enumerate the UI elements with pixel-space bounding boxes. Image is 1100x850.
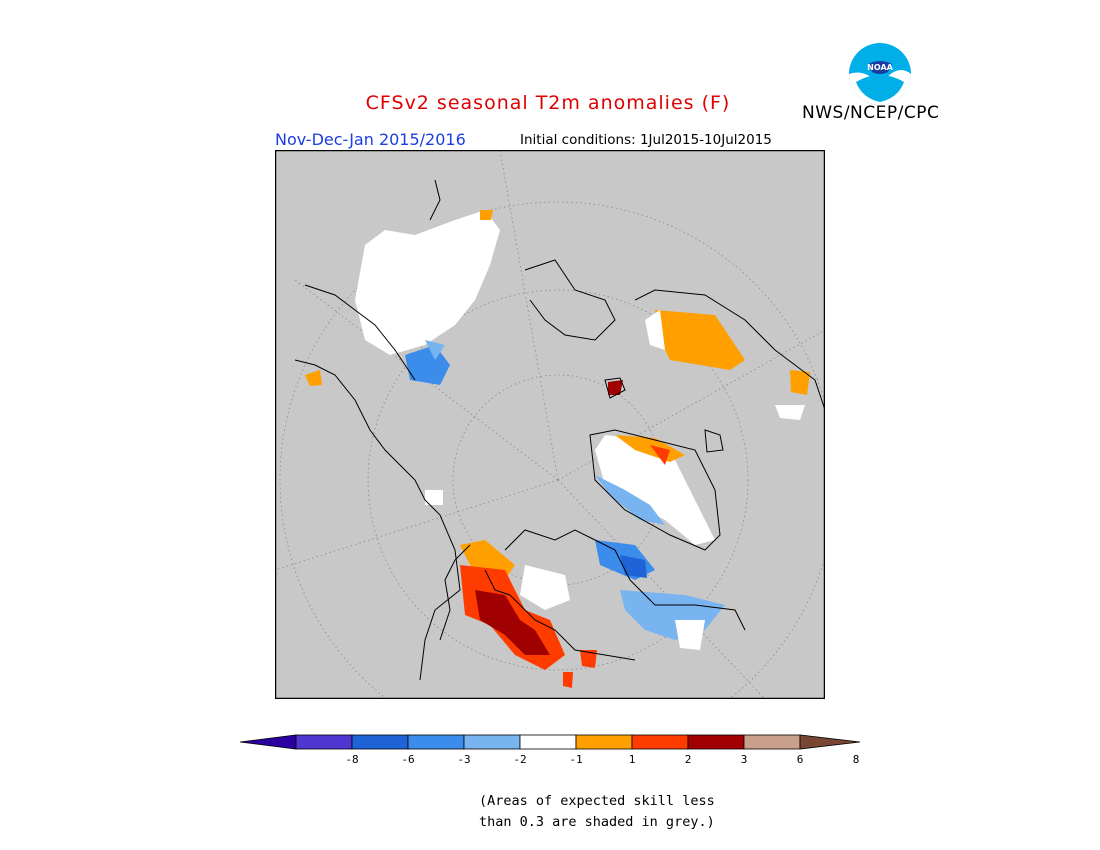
colorbar-tick-label: 6 (797, 753, 804, 766)
colorbar-tick-label: 8 (853, 753, 860, 766)
colorbar-segment (463, 734, 521, 750)
colorbar-tick-label: 3 (741, 753, 748, 766)
colorbar-segment (743, 734, 801, 750)
colorbar-tick-label: -3 (457, 753, 470, 766)
colorbar: -8 -6 -3 -2 -1 1 2 3 6 8 (240, 734, 860, 766)
colorbar-tick-label: -8 (345, 753, 358, 766)
noaa-logo-text: NOAA (867, 63, 893, 72)
colorbar-segment (295, 734, 353, 750)
temperature-anomaly-map (275, 150, 825, 699)
forecast-period: Nov-Dec-Jan 2015/2016 (275, 130, 466, 149)
colorbar-segment (687, 734, 745, 750)
initial-conditions: Initial conditions: 1Jul2015-10Jul2015 (520, 132, 772, 148)
colorbar-tick-label: -2 (513, 753, 526, 766)
colorbar-segment (575, 734, 633, 750)
colorbar-segment (351, 734, 409, 750)
colorbar-segment (519, 734, 577, 750)
skill-note-line2: than 0.3 are shaded in grey.) (479, 814, 715, 830)
colorbar-arrow-high (799, 734, 860, 750)
map-title: CFSv2 seasonal T2m anomalies (F) (365, 92, 731, 114)
colorbar-tick-label: -6 (401, 753, 414, 766)
coastlines (294, 179, 825, 681)
map-frame (275, 150, 825, 699)
skill-note: (Areas of expected skill less than 0.3 a… (479, 791, 715, 833)
colorbar-tick-label: 2 (685, 753, 692, 766)
colorbar-tick-label: 1 (629, 753, 636, 766)
colorbar-segment (631, 734, 689, 750)
noaa-logo: NOAA (849, 43, 911, 105)
colorbar-arrow-low (240, 734, 297, 750)
anomaly-eurasia (305, 210, 810, 420)
colorbar-tick-label: -1 (569, 753, 582, 766)
anomaly-north-america (425, 435, 725, 688)
colorbar-segment (407, 734, 465, 750)
skill-note-line1: (Areas of expected skill less (479, 793, 715, 809)
agency-label: NWS/NCEP/CPC (802, 103, 940, 123)
